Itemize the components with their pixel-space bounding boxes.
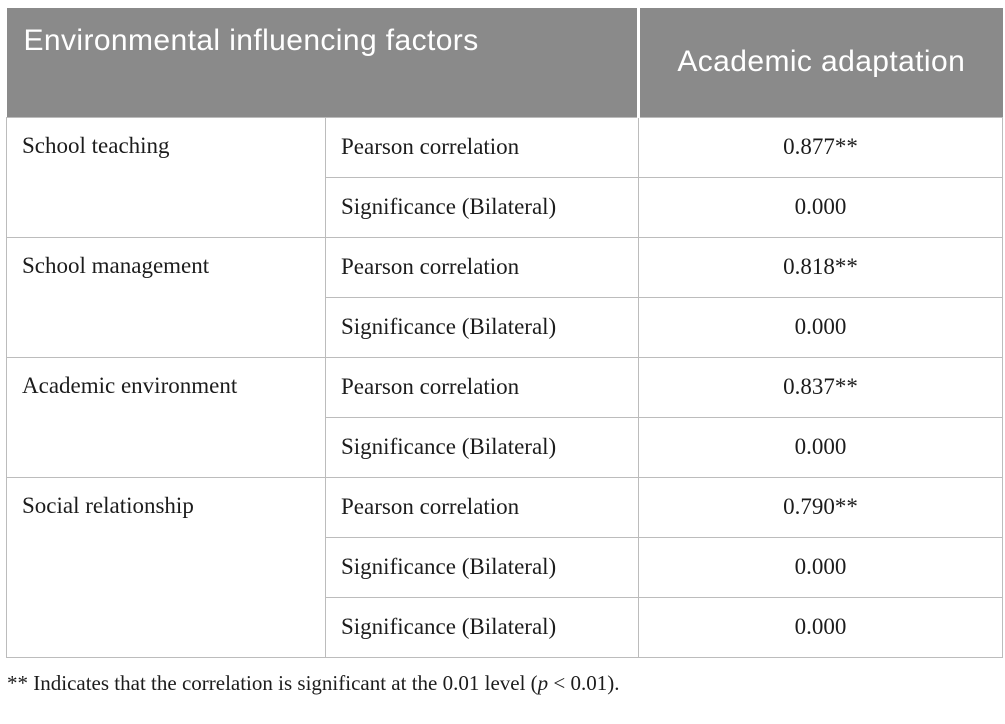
table-row: School teaching Pearson correlation 0.87… [6, 116, 1004, 238]
metric-label: Significance (Bilateral) [324, 296, 640, 358]
table-row: Significance (Bilateral) 0.000 [7, 596, 1004, 658]
table-row: Significance (Bilateral) 0.000 [7, 296, 1004, 358]
table-row: Social relationship Pearson correlation … [6, 476, 1004, 658]
footnote-text-after: < 0.01). [548, 670, 620, 695]
metric-label: Significance (Bilateral) [324, 176, 640, 238]
table-row: School management Pearson correlation 0.… [6, 236, 1004, 358]
metric-label: Pearson correlation [324, 236, 640, 298]
table-row: Significance (Bilateral) 0.000 [7, 416, 1004, 478]
table-header: Environmental influencing factors Academ… [6, 8, 1003, 117]
footnote-p-italic: p [537, 670, 549, 695]
metric-label: Significance (Bilateral) [324, 596, 640, 658]
metric-value: 0.000 [638, 416, 1004, 478]
metric-value: 0.000 [638, 536, 1004, 598]
header-academic-adaptation: Academic adaptation [637, 8, 1003, 117]
metric-value: 0.000 [638, 176, 1004, 238]
table-footnote: ** Indicates that the correlation is sig… [7, 671, 1002, 696]
metric-value: 0.837** [638, 356, 1004, 418]
metric-label: Significance (Bilateral) [324, 416, 640, 478]
metric-label: Pearson correlation [324, 116, 640, 178]
correlation-table: Environmental influencing factors Academ… [6, 8, 1004, 658]
factor-school-teaching: School teaching [6, 116, 326, 238]
factor-social-relationship: Social relationship [6, 476, 326, 658]
metric-value: 0.877** [638, 116, 1004, 178]
metric-value: 0.790** [638, 476, 1004, 538]
table-row: Academic environment Pearson correlation… [6, 356, 1004, 478]
metric-value: 0.818** [638, 236, 1004, 298]
header-environmental-factors: Environmental influencing factors [6, 8, 639, 117]
metric-label: Pearson correlation [324, 356, 640, 418]
footnote-text-before: ** Indicates that the correlation is sig… [7, 670, 538, 695]
metric-value: 0.000 [638, 296, 1004, 358]
metric-label: Pearson correlation [324, 476, 640, 538]
metric-value: 0.000 [638, 596, 1004, 658]
table-row: Significance (Bilateral) 0.000 [7, 176, 1004, 238]
factor-school-management: School management [6, 236, 326, 358]
table-row: Significance (Bilateral) 0.000 [7, 536, 1004, 598]
metric-label: Significance (Bilateral) [324, 536, 640, 598]
factor-academic-environment: Academic environment [6, 356, 326, 478]
